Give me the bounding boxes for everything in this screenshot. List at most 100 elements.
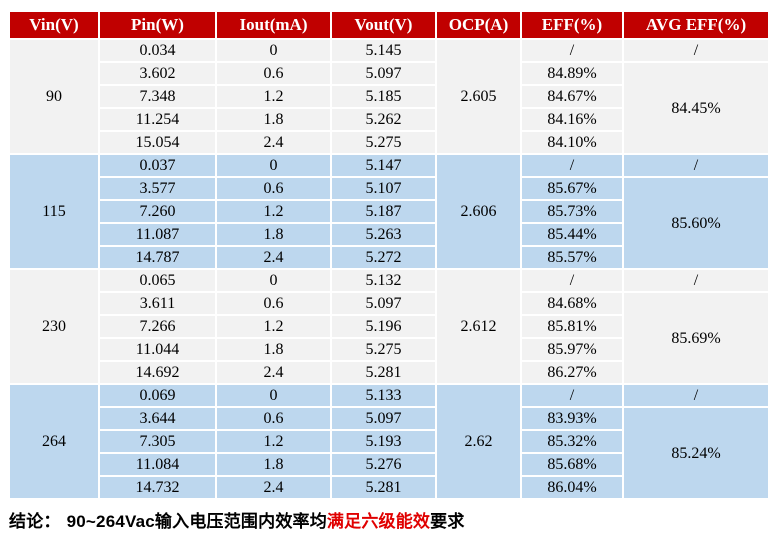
cell-iout: 1.8 bbox=[215, 222, 332, 247]
cell-vout: 5.275 bbox=[330, 130, 437, 155]
cell-vout: 5.276 bbox=[330, 452, 437, 477]
column-header-iout: Iout(mA) bbox=[215, 10, 332, 40]
table-row: 14.692 2.4 5.281 86.27% bbox=[9, 360, 769, 385]
cell-iout: 2.4 bbox=[215, 245, 332, 270]
cell-ocp: 2.606 bbox=[435, 153, 522, 270]
table-row: 15.054 2.4 5.275 84.10% bbox=[9, 130, 769, 155]
cell-avg-eff: 85.24% bbox=[622, 406, 770, 500]
cell-vin: 264 bbox=[8, 383, 100, 500]
cell-pin: 14.787 bbox=[98, 245, 217, 270]
cell-pin: 11.087 bbox=[98, 222, 217, 247]
cell-eff: 85.44% bbox=[520, 222, 624, 247]
cell-pin: 11.254 bbox=[98, 107, 217, 132]
cell-iout: 1.8 bbox=[215, 452, 332, 477]
cell-iout: 0 bbox=[215, 383, 332, 408]
cell-iout: 1.8 bbox=[215, 107, 332, 132]
cell-vout: 5.281 bbox=[330, 360, 437, 385]
column-header-eff: EFF(%) bbox=[520, 10, 624, 40]
conclusion-highlight: 满足六级能效 bbox=[326, 512, 431, 531]
cell-iout: 1.2 bbox=[215, 199, 332, 224]
cell-vout: 5.132 bbox=[330, 268, 437, 293]
cell-eff: / bbox=[520, 38, 624, 63]
cell-eff: / bbox=[520, 383, 624, 408]
cell-pin: 11.084 bbox=[98, 452, 217, 477]
cell-vout: 5.097 bbox=[330, 406, 437, 431]
cell-eff: 86.27% bbox=[520, 360, 624, 385]
cell-pin: 15.054 bbox=[98, 130, 217, 155]
table-row: 3.577 0.6 5.107 85.67% 85.60% bbox=[9, 176, 770, 270]
cell-avg-eff-first: / bbox=[622, 38, 770, 63]
cell-pin: 3.644 bbox=[98, 406, 217, 431]
cell-pin: 3.611 bbox=[98, 291, 217, 316]
cell-pin: 0.034 bbox=[98, 38, 217, 63]
table-row: 3.644 0.6 5.097 83.93% 85.24% bbox=[9, 406, 770, 500]
cell-ocp: 2.605 bbox=[435, 38, 522, 155]
cell-eff: 85.57% bbox=[520, 245, 624, 270]
column-header-vout: Vout(V) bbox=[330, 10, 437, 40]
conclusion-text: 结论： 90~264Vac输入电压范围内效率均满足六级能效要求 bbox=[8, 507, 768, 532]
cell-eff: 84.68% bbox=[520, 291, 624, 316]
table-row: 7.305 1.2 5.193 85.32% bbox=[9, 429, 769, 454]
cell-eff: 84.10% bbox=[520, 130, 624, 155]
cell-vout: 5.147 bbox=[330, 153, 437, 178]
vin-group-230: 230 0.065 0 5.132 2.612 / / 3.611 0.6 5.… bbox=[8, 268, 770, 385]
cell-iout: 0 bbox=[215, 268, 332, 293]
table-row: 230 0.065 0 5.132 2.612 / / bbox=[8, 268, 770, 385]
cell-vin: 115 bbox=[8, 153, 100, 270]
table-row: 3.602 0.6 5.097 84.89% 84.45% bbox=[9, 61, 770, 155]
cell-iout: 2.4 bbox=[215, 475, 332, 500]
table-row: 3.611 0.6 5.097 84.68% 85.69% bbox=[9, 291, 770, 385]
table-row: 14.787 2.4 5.272 85.57% bbox=[9, 245, 769, 270]
cell-eff: 86.04% bbox=[520, 475, 624, 500]
cell-pin: 7.266 bbox=[98, 314, 217, 339]
cell-ocp: 2.62 bbox=[435, 383, 522, 500]
vin-group-115: 115 0.037 0 5.147 2.606 / / 3.577 0.6 5.… bbox=[8, 153, 770, 270]
cell-eff: 85.67% bbox=[520, 176, 624, 201]
table-row: 11.087 1.8 5.263 85.44% bbox=[9, 222, 769, 247]
table-row: 11.044 1.8 5.275 85.97% bbox=[9, 337, 769, 362]
cell-vout: 5.185 bbox=[330, 84, 437, 109]
cell-eff: 84.16% bbox=[520, 107, 624, 132]
cell-eff: 85.68% bbox=[520, 452, 624, 477]
cell-pin: 0.065 bbox=[98, 268, 217, 293]
cell-eff: 85.73% bbox=[520, 199, 624, 224]
cell-eff: 84.67% bbox=[520, 84, 624, 109]
cell-pin: 14.692 bbox=[98, 360, 217, 385]
cell-iout: 0 bbox=[215, 38, 332, 63]
cell-pin: 0.037 bbox=[98, 153, 217, 178]
cell-vout: 5.193 bbox=[330, 429, 437, 454]
cell-vout: 5.262 bbox=[330, 107, 437, 132]
table-row: 7.260 1.2 5.187 85.73% bbox=[9, 199, 769, 224]
cell-iout: 2.4 bbox=[215, 130, 332, 155]
cell-eff: / bbox=[520, 268, 624, 293]
table-row: 7.266 1.2 5.196 85.81% bbox=[9, 314, 769, 339]
cell-avg-eff-first: / bbox=[622, 383, 770, 408]
cell-vout: 5.275 bbox=[330, 337, 437, 362]
cell-eff: 84.89% bbox=[520, 61, 624, 86]
cell-vout: 5.133 bbox=[330, 383, 437, 408]
table-row: 90 0.034 0 5.145 2.605 / / bbox=[8, 38, 770, 155]
cell-eff: 83.93% bbox=[520, 406, 624, 431]
conclusion-label: 结论： bbox=[9, 512, 61, 531]
cell-iout: 1.2 bbox=[215, 429, 332, 454]
efficiency-table: Vin(V) Pin(W) Iout(mA) Vout(V) OCP(A) EF… bbox=[8, 10, 770, 500]
cell-pin: 14.732 bbox=[98, 475, 217, 500]
column-header-vin: Vin(V) bbox=[8, 10, 100, 40]
table-row: 264 0.069 0 5.133 2.62 / / bbox=[8, 383, 770, 500]
table-row: 7.348 1.2 5.185 84.67% bbox=[9, 84, 769, 109]
cell-iout: 1.8 bbox=[215, 337, 332, 362]
cell-avg-eff-first: / bbox=[622, 153, 770, 178]
cell-vout: 5.097 bbox=[330, 291, 437, 316]
cell-iout: 0 bbox=[215, 153, 332, 178]
cell-pin: 11.044 bbox=[98, 337, 217, 362]
cell-iout: 2.4 bbox=[215, 360, 332, 385]
table-header: Vin(V) Pin(W) Iout(mA) Vout(V) OCP(A) EF… bbox=[8, 10, 770, 40]
cell-iout: 0.6 bbox=[215, 61, 332, 86]
conclusion-body: 90~264Vac输入电压范围内效率均 bbox=[66, 512, 327, 531]
table-row: 11.084 1.8 5.276 85.68% bbox=[9, 452, 769, 477]
column-header-ocp: OCP(A) bbox=[435, 10, 522, 40]
cell-vout: 5.107 bbox=[330, 176, 437, 201]
table-row: 115 0.037 0 5.147 2.606 / / bbox=[8, 153, 770, 270]
cell-iout: 1.2 bbox=[215, 314, 332, 339]
